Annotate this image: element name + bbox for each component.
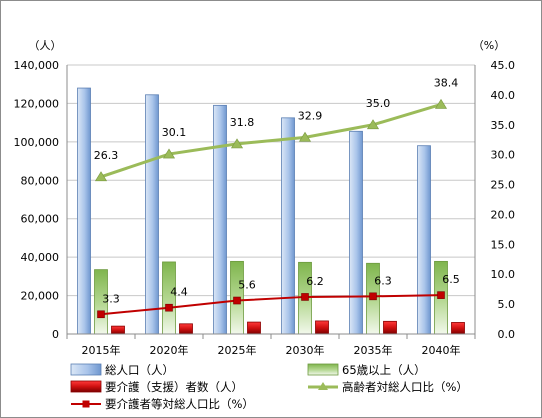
bar-care-recipients <box>315 320 329 335</box>
x-tick-label: 2030年 <box>286 343 325 357</box>
legend-marker-triangle <box>318 382 328 390</box>
y-right-tick-label: 20.0 <box>491 208 516 221</box>
marker-square <box>233 296 241 305</box>
y-left-tick-label: 40,000 <box>21 251 60 264</box>
legend-label-elderly: 65歳以上（人） <box>342 363 426 377</box>
y-right-tick-label: 45.0 <box>491 59 516 72</box>
legend-label-elderly-ratio: 高齢者対総人口比（%） <box>342 380 468 394</box>
bar-care-recipients <box>111 325 125 335</box>
legend-swatch-elderly <box>307 363 339 376</box>
data-label: 35.0 <box>366 97 391 110</box>
x-tick-label: 2035年 <box>354 343 393 357</box>
legend-label-care-ratio: 要介護者等対総人口比（%） <box>105 397 254 411</box>
y-right-tick-label: 30.0 <box>491 149 516 162</box>
bar-total-population <box>281 117 295 335</box>
y-left-unit-label: （人） <box>29 39 62 52</box>
bar-care-recipients <box>451 322 465 335</box>
bar-total-population <box>417 145 431 335</box>
line-care-ratio <box>100 294 442 316</box>
data-label: 4.4 <box>170 286 188 299</box>
y-right-tick-label: 40.0 <box>491 89 516 102</box>
marker-square <box>369 292 377 301</box>
marker-square <box>97 310 105 319</box>
y-left-tick-label: 120,000 <box>14 97 60 110</box>
y-right-tick-label: 0.0 <box>498 328 516 341</box>
y-left-tick-label: 140,000 <box>14 59 60 72</box>
y-right-tick-label: 35.0 <box>491 119 516 132</box>
x-tick-label: 2015年 <box>82 343 121 357</box>
data-label: 31.8 <box>230 116 255 129</box>
bar-care-recipients <box>383 320 397 335</box>
y-left-tick-label: 20,000 <box>21 290 60 303</box>
y-right-tick-label: 25.0 <box>491 179 516 192</box>
data-label: 6.5 <box>442 273 460 286</box>
legend-swatch-care-recipients <box>70 380 102 393</box>
bar-total-population <box>349 130 363 335</box>
line-elderly-ratio <box>100 103 442 179</box>
bar-total-population <box>213 104 227 335</box>
marker-square <box>437 291 445 299</box>
marker-triangle <box>366 119 380 130</box>
marker-triangle <box>94 171 108 182</box>
data-label: 32.9 <box>298 109 323 122</box>
marker-triangle <box>230 138 244 149</box>
data-label: 30.1 <box>162 126 187 139</box>
y-left-tick-label: 80,000 <box>21 174 60 187</box>
y-right-tick-label: 10.0 <box>491 268 516 281</box>
data-label: 3.3 <box>102 292 120 305</box>
marker-triangle <box>162 148 176 159</box>
y-left-tick-label: 100,000 <box>14 136 60 149</box>
bar-care-recipients <box>247 321 261 335</box>
legend-swatch-total-population <box>70 363 102 376</box>
bar-care-recipients <box>179 323 193 335</box>
y-left-tick-label: 0 <box>52 328 59 341</box>
x-tick-label: 2040年 <box>422 343 461 357</box>
y-right-unit-label: （%） <box>473 39 505 52</box>
legend-marker-square <box>82 400 90 408</box>
marker-square <box>165 303 173 312</box>
x-tick-label: 2025年 <box>218 343 257 357</box>
bar-total-population <box>145 94 159 335</box>
data-label: 38.4 <box>434 76 459 89</box>
data-label: 26.3 <box>94 149 119 162</box>
marker-triangle <box>298 131 312 142</box>
marker-square <box>301 293 309 301</box>
x-tick-label: 2020年 <box>150 343 189 357</box>
data-label: 5.6 <box>238 279 256 292</box>
legend-label-care-recipients: 要介護（支援）者数（人） <box>105 380 243 394</box>
bar-total-population <box>77 87 91 335</box>
data-label: 6.3 <box>374 274 392 287</box>
legend-label-total-population: 総人口（人） <box>105 363 174 377</box>
data-label: 6.2 <box>306 275 324 288</box>
y-right-tick-label: 5.0 <box>498 298 516 311</box>
y-right-tick-label: 15.0 <box>491 238 516 251</box>
y-left-tick-label: 60,000 <box>21 213 60 226</box>
marker-triangle <box>434 98 448 109</box>
